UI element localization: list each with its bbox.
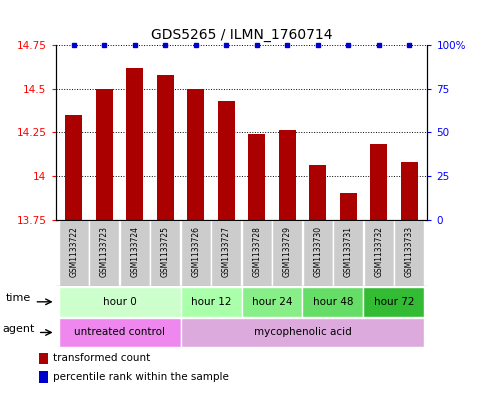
Bar [59,220,89,286]
Bar [242,220,271,286]
Bar [58,318,181,347]
Text: GSM1133723: GSM1133723 [100,226,109,277]
Text: GSM1133725: GSM1133725 [161,226,170,277]
Text: GSM1133731: GSM1133731 [344,226,353,277]
Bar [181,318,425,347]
Bar [340,193,356,220]
Bar [212,220,241,286]
Text: transformed count: transformed count [53,353,150,364]
Bar [303,220,333,286]
Bar [150,220,180,286]
Text: GSM1133726: GSM1133726 [191,226,200,277]
Bar [89,220,119,286]
Bar [66,115,82,220]
Bar [39,353,48,364]
Bar [364,220,394,286]
Bar [181,220,211,286]
Bar [272,220,302,286]
Text: agent: agent [3,324,35,334]
Bar [157,75,174,220]
Bar [363,287,425,316]
Text: hour 0: hour 0 [103,297,136,307]
Text: GSM1133727: GSM1133727 [222,226,231,277]
Title: GDS5265 / ILMN_1760714: GDS5265 / ILMN_1760714 [151,28,332,42]
Bar [187,88,204,220]
Bar [96,88,113,220]
Bar [309,165,326,220]
Bar [248,134,265,220]
Text: percentile rank within the sample: percentile rank within the sample [53,372,229,382]
Text: GSM1133728: GSM1133728 [252,226,261,277]
Text: GSM1133724: GSM1133724 [130,226,139,277]
Text: mycophenolic acid: mycophenolic acid [254,327,351,338]
Bar [127,68,143,220]
Text: hour 12: hour 12 [191,297,231,307]
Bar [39,371,48,383]
Text: untreated control: untreated control [74,327,165,338]
Bar [181,287,242,316]
Bar [120,220,150,286]
Text: GSM1133722: GSM1133722 [70,226,78,277]
Text: time: time [6,293,31,303]
Bar [401,162,417,220]
Bar [218,101,235,220]
Text: GSM1133730: GSM1133730 [313,226,322,277]
Bar [394,220,424,286]
Bar [58,287,181,316]
Bar [242,287,302,316]
Text: hour 48: hour 48 [313,297,353,307]
Bar [302,287,363,316]
Bar [370,145,387,220]
Bar [333,220,363,286]
Bar [279,130,296,220]
Text: GSM1133729: GSM1133729 [283,226,292,277]
Text: GSM1133732: GSM1133732 [374,226,383,277]
Text: GSM1133733: GSM1133733 [405,226,413,277]
Text: hour 72: hour 72 [374,297,414,307]
Text: hour 24: hour 24 [252,297,292,307]
